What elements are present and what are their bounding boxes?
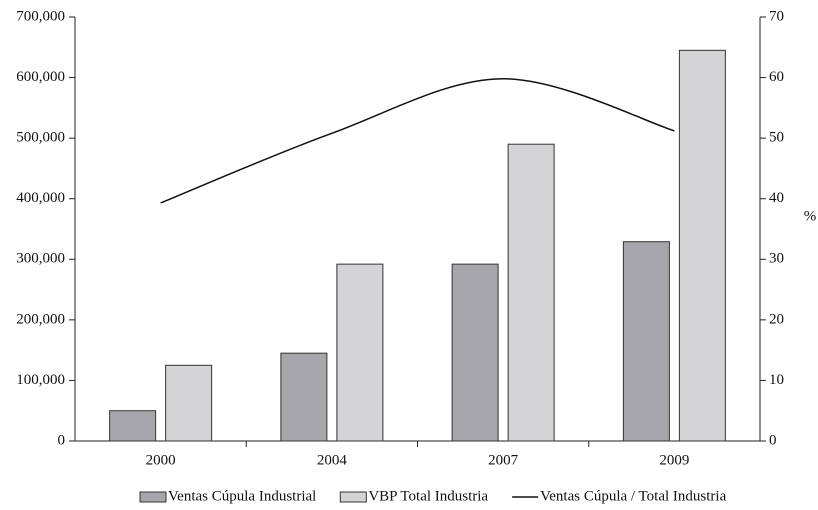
y-tick-label: 500,000: [16, 130, 65, 146]
y-tick-label: 600,000: [16, 69, 65, 85]
bar: [336, 263, 384, 442]
y2-tick-label: 50: [769, 130, 784, 146]
x-tick-label: 2004: [317, 452, 348, 468]
bar: [678, 49, 726, 442]
y-tick-label: 700,000: [16, 8, 65, 24]
bar: [451, 263, 499, 442]
legend-label: Ventas Cúpula / Total Industria: [540, 488, 726, 504]
legend-swatch: [139, 491, 167, 503]
y-tick-label: 200,000: [16, 311, 65, 327]
bar: [507, 143, 555, 442]
x-tick-label: 2009: [659, 452, 689, 468]
bar: [165, 364, 213, 442]
y-tick-label: 300,000: [16, 251, 65, 267]
y2-tick-label: 60: [769, 69, 784, 85]
y2-axis-label: %: [804, 208, 817, 224]
y-tick-label: 0: [58, 432, 66, 448]
y2-tick-label: 70: [769, 8, 784, 24]
bar: [280, 352, 328, 442]
y2-tick-label: 40: [769, 190, 784, 206]
line: [160, 78, 675, 204]
bar: [622, 241, 670, 442]
legend-label: Ventas Cúpula Industrial: [168, 488, 316, 504]
y-tick-label: 100,000: [16, 372, 65, 388]
y-tick-label: 400,000: [16, 190, 65, 206]
x-tick-label: 2007: [488, 452, 519, 468]
bar: [109, 410, 157, 442]
y2-tick-label: 0: [769, 432, 777, 448]
y2-tick-label: 20: [769, 311, 784, 327]
y2-tick-label: 30: [769, 251, 784, 267]
x-tick-label: 2000: [146, 452, 176, 468]
y2-tick-label: 10: [769, 372, 784, 388]
legend-swatch: [339, 491, 367, 503]
legend-label: VBP Total Industria: [368, 488, 488, 504]
